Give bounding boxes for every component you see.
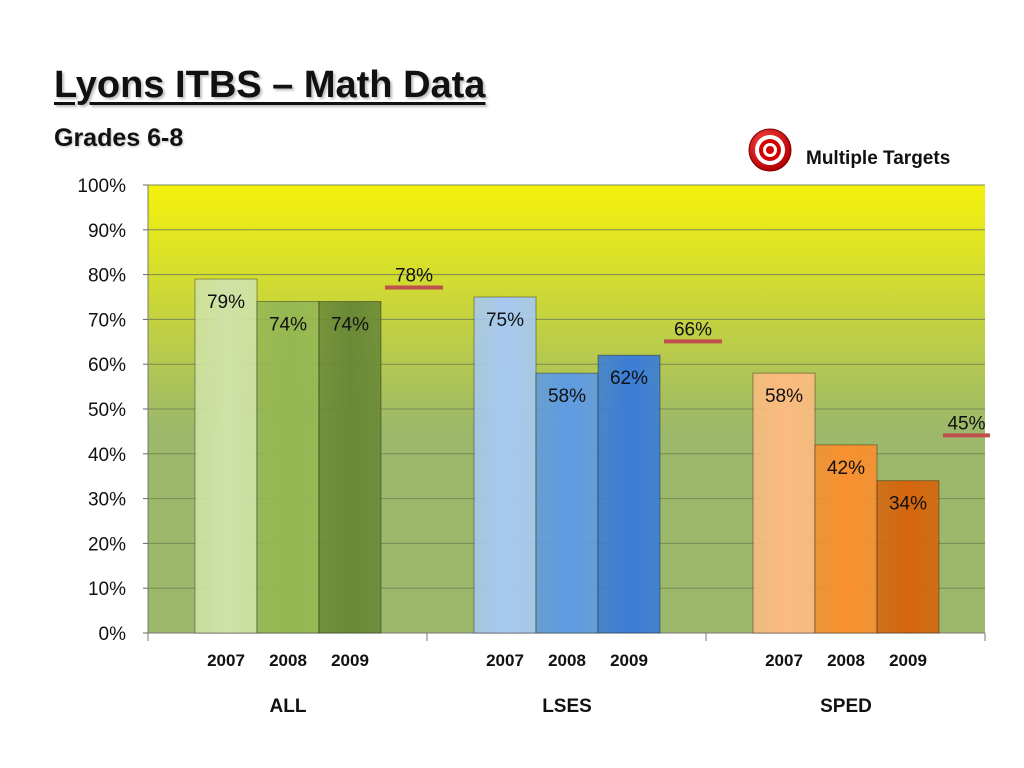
bar-sped-2009 [876, 480, 940, 634]
x-tick-label: 2008 [827, 651, 865, 670]
y-tick-label: 0% [99, 624, 127, 645]
y-tick-label: 40% [88, 445, 126, 466]
bar-value-label: 58% [548, 386, 586, 407]
bar-all-2007 [194, 278, 258, 634]
x-group-label: ALL [270, 696, 307, 717]
legend-label: Multiple Targets [806, 148, 951, 169]
bar-value-label: 34% [889, 494, 927, 515]
y-tick-label: 100% [77, 176, 126, 197]
axis-labels: 0% 10% 20% 30% 40% 50% 60% 70% 80% 90% 100% 79% 2007… [77, 176, 927, 717]
x-tick-label: 2009 [889, 651, 927, 670]
target-value-label: 66% [674, 319, 712, 340]
y-tick-label: 90% [88, 221, 126, 242]
y-tick-label: 60% [88, 355, 126, 376]
bar-lses-2007 [473, 296, 537, 634]
legend-multiple-targets: Multiple Targets [748, 128, 1024, 176]
bar-all-2008 [256, 300, 320, 634]
slide-subtitle: Grades 6-8 [54, 124, 184, 152]
bar-sped-2008 [814, 444, 878, 634]
slide-title: Lyons ITBS – Math Data [54, 64, 486, 106]
x-tick-label: 2008 [548, 651, 586, 670]
bar-value-label: 62% [610, 368, 648, 389]
x-tick-label: 2008 [269, 651, 307, 670]
bar-lses-2008 [535, 372, 599, 634]
bar-value-label: 74% [269, 314, 307, 335]
bars [194, 278, 940, 634]
x-tick-label: 2009 [610, 651, 648, 670]
bar-all-2009 [318, 300, 382, 634]
x-group-label: LSES [542, 696, 592, 717]
bar-lses-2009 [597, 354, 661, 634]
target-value-label: 78% [395, 266, 433, 287]
bar-value-label: 79% [207, 292, 245, 313]
x-group-label: SPED [820, 696, 872, 717]
y-tick-label: 10% [88, 579, 126, 600]
bar-value-label: 74% [331, 314, 369, 335]
y-tick-label: 80% [88, 266, 126, 287]
x-tick-label: 2007 [207, 651, 245, 670]
x-tick-label: 2009 [331, 651, 369, 670]
bar-value-label: 58% [765, 386, 803, 407]
y-tick-label: 30% [88, 490, 126, 511]
bar-sped-2007 [752, 372, 816, 634]
x-tick-label: 2007 [486, 651, 524, 670]
y-tick-label: 20% [88, 534, 126, 555]
y-tick-label: 70% [88, 310, 126, 331]
y-tick-label: 50% [88, 400, 126, 421]
target-value-label: 45% [947, 413, 985, 434]
target-markers: 78% 66% 45% [385, 266, 990, 438]
bar-value-label: 75% [486, 310, 524, 331]
bullseye-target-icon [748, 128, 792, 172]
bar-value-label: 42% [827, 458, 865, 479]
x-tick-label: 2007 [765, 651, 803, 670]
